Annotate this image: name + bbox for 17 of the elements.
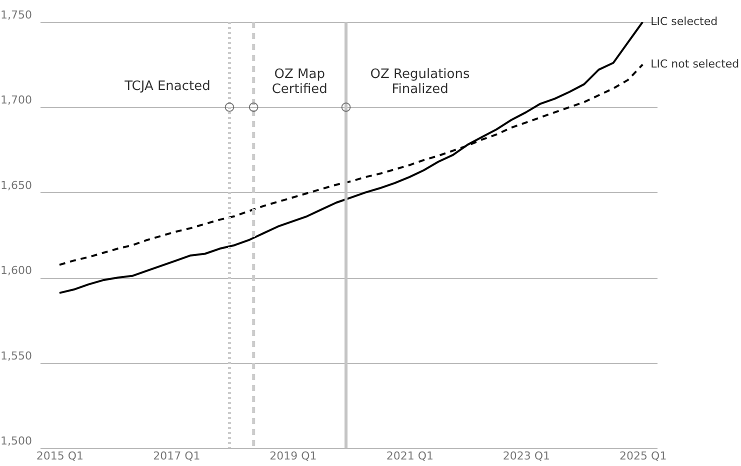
annotation: TCJA Enacted bbox=[124, 79, 210, 94]
y-tick-label: 1,600 bbox=[0, 264, 32, 278]
y-tick-label: 1,500 bbox=[0, 434, 32, 448]
y-tick-label: 1,750 bbox=[0, 8, 32, 22]
series-label: LIC selected bbox=[650, 15, 718, 28]
series-label: LIC not selected bbox=[650, 58, 740, 71]
x-tick-label: 2015 Q1 bbox=[36, 450, 84, 462]
x-tick-label: 2025 Q1 bbox=[620, 450, 667, 462]
x-tick-label: 2023 Q1 bbox=[502, 450, 550, 462]
x-tick-label: 2017 Q1 bbox=[153, 450, 200, 462]
y-tick-label: 1,550 bbox=[0, 349, 32, 362]
annotation: OZ Map Certified bbox=[272, 67, 328, 98]
x-tick-label: 2019 Q1 bbox=[270, 450, 317, 462]
annotation: OZ Regulations Finalized bbox=[370, 67, 470, 98]
y-tick-label: 1,700 bbox=[0, 94, 32, 107]
y-tick-label: 1,650 bbox=[0, 178, 32, 192]
x-tick-label: 2021 Q1 bbox=[386, 450, 434, 462]
